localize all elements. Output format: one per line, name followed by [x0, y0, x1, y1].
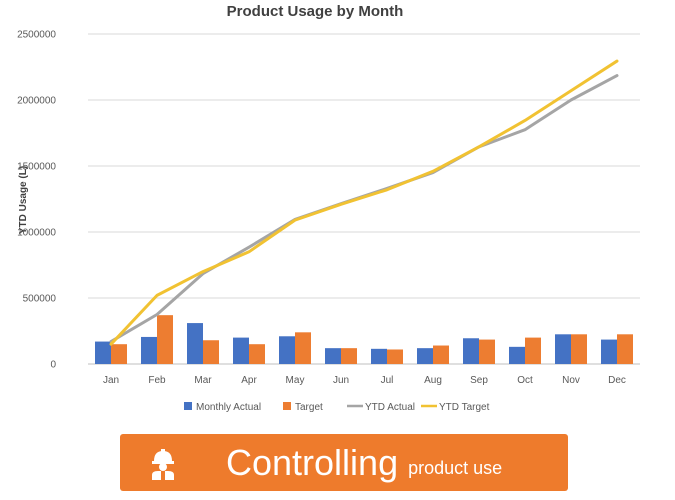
bar-monthly-actual [555, 334, 571, 364]
y-tick-label: 0 [50, 360, 56, 371]
bar-target [111, 344, 127, 364]
y-tick-label: 2500000 [17, 30, 56, 41]
bar-monthly-actual [187, 323, 203, 364]
x-tick-label: Sep [470, 375, 488, 386]
x-tick-label: Jan [103, 375, 119, 386]
x-tick-label: Apr [241, 375, 257, 386]
bar-target [525, 337, 541, 364]
legend-label: Target [295, 402, 323, 413]
legend-label: YTD Target [439, 402, 490, 413]
bar-monthly-actual [141, 336, 157, 364]
bar-monthly-actual [371, 348, 387, 364]
x-tick-label: Mar [194, 375, 212, 386]
construction-worker-icon [152, 448, 174, 480]
x-tick-label: Aug [424, 375, 442, 386]
bar-target [203, 340, 219, 364]
legend-label: YTD Actual [365, 402, 415, 413]
y-axis-title: YTD Usage (L) [18, 166, 29, 234]
bar-monthly-actual [601, 339, 617, 364]
bar-target [387, 349, 403, 364]
banner-main-text: Controlling [226, 441, 399, 483]
bar-target [433, 345, 449, 364]
bar-monthly-actual [279, 336, 295, 364]
x-tick-label: Jul [381, 375, 394, 386]
x-tick-label: Jun [333, 375, 349, 386]
chart-title: Product Usage by Month [227, 3, 404, 20]
y-tick-label: 1000000 [17, 228, 56, 239]
x-tick-label: Dec [608, 375, 626, 386]
y-tick-label: 2000000 [17, 96, 56, 107]
bar-target [249, 344, 265, 364]
legend-swatch [283, 402, 291, 410]
banner-sub-text: product use [408, 458, 503, 478]
controlling-banner: Controlling product use [120, 434, 568, 491]
bar-monthly-actual [233, 337, 249, 364]
x-tick-label: May [286, 375, 305, 386]
legend-swatch [184, 402, 192, 410]
line-ytd-target [109, 59, 619, 346]
x-tick-label: Feb [148, 375, 166, 386]
bar-target [341, 348, 357, 364]
bar-monthly-actual [325, 348, 341, 364]
legend-label: Monthly Actual [196, 402, 261, 413]
y-tick-label: 500000 [23, 294, 57, 305]
chart: Product Usage by Month YTD Usage (L) 0 50… [17, 3, 640, 413]
bar-target [295, 332, 311, 364]
bar-monthly-actual [95, 341, 111, 364]
y-tick-label: 1500000 [17, 162, 56, 173]
bar-monthly-actual [417, 348, 433, 364]
bar-target [617, 334, 633, 364]
bar-target [479, 339, 495, 364]
line-ytd-actual [109, 74, 619, 344]
bar-monthly-actual [463, 338, 479, 364]
x-tick-label: Oct [517, 375, 533, 386]
bar-target [157, 315, 173, 364]
bar-target [571, 334, 587, 364]
x-tick-label: Nov [562, 375, 580, 386]
bar-monthly-actual [509, 346, 525, 364]
